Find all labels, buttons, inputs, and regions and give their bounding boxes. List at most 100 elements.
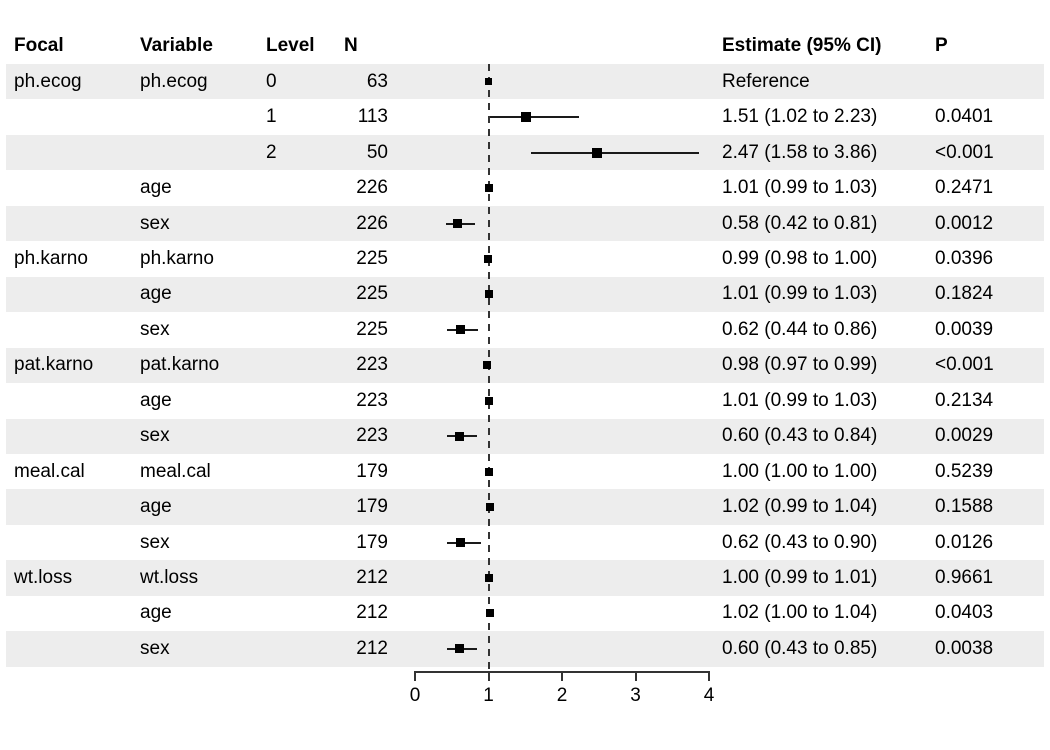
estimate-cell: 1.02 (1.00 to 1.04) xyxy=(722,602,878,624)
ci-line xyxy=(447,328,479,331)
variable-cell: age xyxy=(140,602,172,624)
col-header-estimate: Estimate (95% CI) xyxy=(722,35,882,56)
x-axis-tick-label: 1 xyxy=(483,685,494,706)
table-row: ph.karno ph.karno 225 0.99 (0.98 to 1.00) 0.… xyxy=(0,241,1050,276)
ci-line xyxy=(487,506,492,509)
focal-cell: ph.karno xyxy=(14,247,88,269)
n-cell: 223 xyxy=(356,389,388,411)
row-band xyxy=(6,347,1044,384)
estimate-marker xyxy=(456,325,466,335)
ci-line xyxy=(488,470,491,473)
col-header-focal: Focal xyxy=(14,35,64,56)
p-value-cell: <0.001 xyxy=(935,354,994,376)
ci-line xyxy=(445,222,475,225)
ci-line xyxy=(486,364,489,367)
n-cell: 226 xyxy=(356,212,388,234)
p-value-cell: 0.0038 xyxy=(935,637,994,659)
estimate-marker xyxy=(520,112,531,123)
variable-cell: age xyxy=(140,283,172,305)
table-row: sex 226 0.58 (0.42 to 0.81) 0.0012 xyxy=(0,205,1050,242)
p-value-cell: 0.0012 xyxy=(935,212,994,234)
table-row: wt.loss wt.loss 212 1.00 (0.99 to 1.01) 0.96… xyxy=(0,560,1050,596)
variable-cell: ph.karno xyxy=(140,247,214,269)
ci-line xyxy=(489,116,579,119)
table-row: pat.karno pat.karno 223 0.98 (0.97 to 0.99)… xyxy=(0,347,1050,384)
x-axis-tick-label: 2 xyxy=(556,685,568,706)
ci-line xyxy=(531,151,699,154)
n-cell: 225 xyxy=(356,247,388,269)
level-cell: 1 xyxy=(266,106,277,128)
p-value-cell: 0.1824 xyxy=(935,283,994,305)
variable-cell: age xyxy=(140,177,172,199)
estimate-cell: 1.01 (0.99 to 1.03) xyxy=(722,177,878,199)
n-cell: 50 xyxy=(366,141,388,163)
estimate-marker xyxy=(485,184,494,193)
focal-cell: pat.karno xyxy=(14,354,94,376)
p-value-cell: 0.9661 xyxy=(935,567,994,589)
estimate-marker xyxy=(485,396,494,405)
ci-line xyxy=(487,257,490,260)
n-cell: 212 xyxy=(356,602,388,624)
row-band xyxy=(6,64,1044,100)
col-header-level: Level xyxy=(266,35,315,56)
row-band xyxy=(6,418,1044,454)
estimate-marker xyxy=(484,574,493,583)
reference-line xyxy=(487,64,490,672)
estimate-marker xyxy=(485,290,494,299)
variable-cell: pat.karno xyxy=(140,354,220,376)
estimate-cell: Reference xyxy=(722,70,810,92)
estimate-marker xyxy=(454,431,464,441)
variable-cell: sex xyxy=(140,637,170,659)
p-value-cell: 0.0126 xyxy=(935,531,994,553)
ci-line xyxy=(487,293,491,296)
x-axis-tick-label: 0 xyxy=(409,685,421,706)
table-row: 2 50 2.47 (1.58 to 3.86) <0.001 xyxy=(0,134,1050,171)
estimate-cell: 0.98 (0.97 to 0.99) xyxy=(722,354,878,376)
reference-marker xyxy=(485,78,492,86)
variable-cell: sex xyxy=(140,531,170,553)
estimate-cell: 0.60 (0.43 to 0.85) xyxy=(722,637,878,659)
estimate-cell: 0.58 (0.42 to 0.81) xyxy=(722,212,878,234)
estimate-marker xyxy=(456,538,466,548)
estimate-marker xyxy=(483,361,492,370)
table-row: age 212 1.02 (1.00 to 1.04) 0.0403 xyxy=(0,596,1050,631)
n-cell: 179 xyxy=(356,460,388,482)
table-row: sex 223 0.60 (0.43 to 0.84) 0.0029 xyxy=(0,418,1050,454)
n-cell: 223 xyxy=(356,354,388,376)
table-row: sex 225 0.62 (0.44 to 0.86) 0.0039 xyxy=(0,312,1050,347)
x-axis-tick xyxy=(634,671,637,681)
p-value-cell: 0.0029 xyxy=(935,425,994,447)
row-band xyxy=(6,631,1044,667)
ci-line xyxy=(487,577,490,580)
table-row: age 223 1.01 (0.99 to 1.03) 0.2134 xyxy=(0,383,1050,418)
table-row: age 225 1.01 (0.99 to 1.03) 0.1824 xyxy=(0,276,1050,313)
estimate-cell: 0.99 (0.98 to 1.00) xyxy=(722,247,878,269)
ci-line xyxy=(487,399,491,402)
n-cell: 225 xyxy=(356,283,388,305)
estimate-marker xyxy=(454,644,464,654)
table-row: sex 179 0.62 (0.43 to 0.90) 0.0126 xyxy=(0,525,1050,560)
estimate-cell: 1.02 (0.99 to 1.04) xyxy=(722,496,878,518)
table-row: age 226 1.01 (0.99 to 1.03) 0.2471 xyxy=(0,170,1050,205)
p-value-cell: 0.2134 xyxy=(935,389,994,411)
n-cell: 212 xyxy=(356,567,388,589)
estimate-cell: 1.00 (0.99 to 1.01) xyxy=(722,567,878,589)
variable-cell: sex xyxy=(140,212,170,234)
estimate-marker xyxy=(483,254,492,263)
variable-cell: wt.loss xyxy=(140,567,199,589)
estimate-marker xyxy=(591,147,602,158)
ci-line xyxy=(488,612,492,615)
estimate-cell: 1.01 (0.99 to 1.03) xyxy=(722,283,878,305)
estimate-marker xyxy=(484,467,493,476)
variable-cell: age xyxy=(140,389,172,411)
level-cell: 0 xyxy=(266,70,277,92)
x-axis-line xyxy=(414,671,710,673)
estimate-cell: 2.47 (1.58 to 3.86) xyxy=(722,141,878,163)
estimate-cell: 0.60 (0.43 to 0.84) xyxy=(722,425,878,447)
row-band xyxy=(6,205,1044,242)
table-row: age 179 1.02 (0.99 to 1.04) 0.1588 xyxy=(0,489,1050,525)
n-cell: 63 xyxy=(366,70,388,92)
